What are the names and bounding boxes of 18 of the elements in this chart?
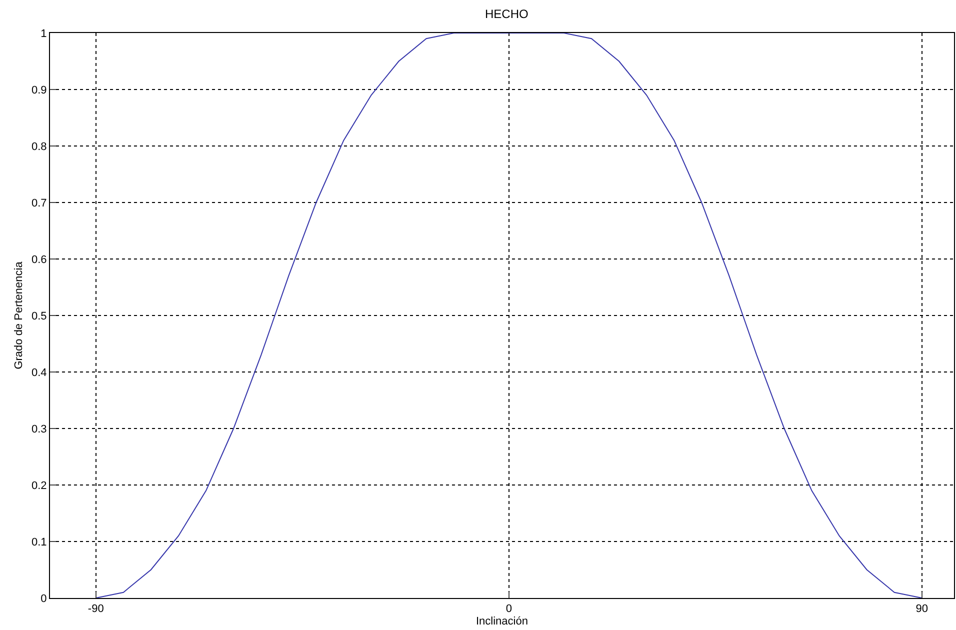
y-tick-label: 0: [40, 592, 47, 605]
y-tick-label: 0.8: [32, 140, 47, 153]
y-axis-title: Grado de Pertenencia: [13, 260, 26, 370]
y-tick-label: 0.1: [32, 536, 47, 548]
y-tick-label: 0.7: [32, 197, 47, 210]
y-tick-label: 0.9: [32, 84, 47, 96]
line-series: [95, 33, 922, 598]
y-tick-label: 0.6: [32, 254, 47, 266]
x-tick-label: -90: [88, 603, 104, 616]
chart-title: HECHO: [485, 6, 528, 21]
y-tick-label: 0.3: [32, 423, 47, 436]
x-tick-label: 90: [916, 603, 928, 616]
x-tick-label: 0: [506, 603, 512, 616]
y-tick-label: 1: [40, 28, 47, 40]
y-tick-label: 0.5: [32, 310, 47, 322]
y-tick-label: 0.4: [32, 366, 47, 379]
x-axis-title: Inclinación: [476, 615, 528, 628]
y-tick-label: 0.2: [32, 480, 47, 492]
